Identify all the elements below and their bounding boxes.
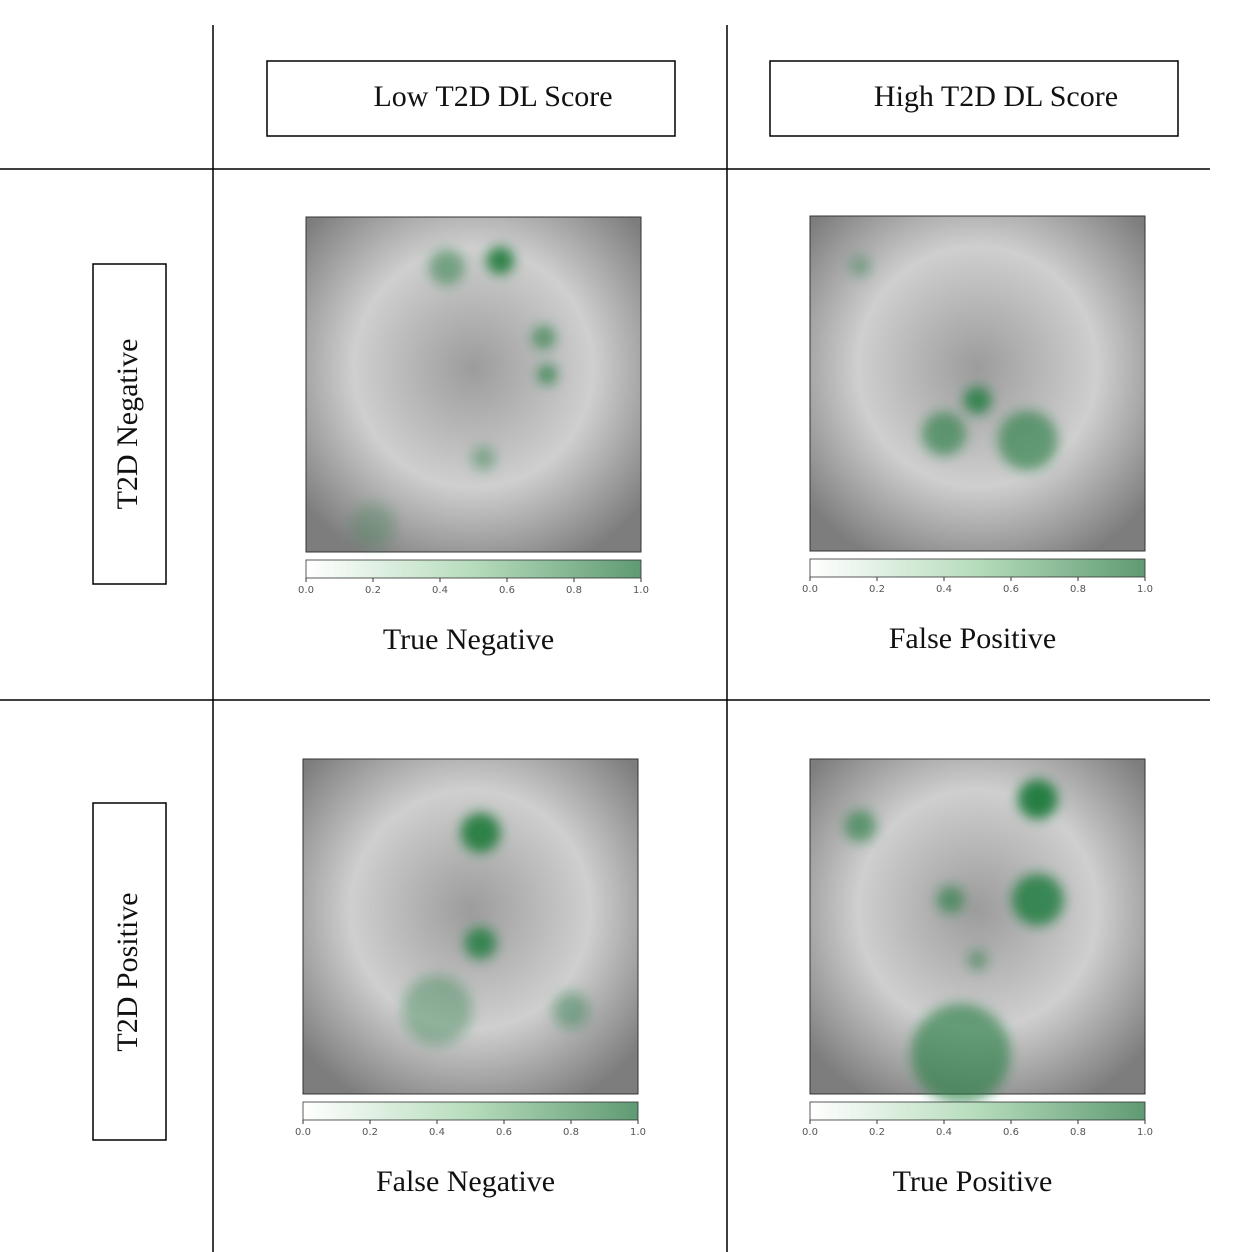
- colorbar: [809, 558, 1146, 578]
- colorbar-tick-label: 0.4: [429, 1127, 445, 1138]
- colorbar-tick-label: 0.2: [362, 1127, 378, 1138]
- colorbar: [302, 1101, 639, 1121]
- heat-blob: [1017, 779, 1058, 820]
- heat-blob: [471, 446, 496, 471]
- row-header-box: [92, 802, 167, 1141]
- cell-caption: False Negative: [376, 1165, 555, 1198]
- xray-image: [305, 216, 642, 553]
- colorbar-tick-label: 0.4: [936, 1127, 952, 1138]
- heatmap: [850, 256, 1058, 471]
- heat-blob: [1011, 873, 1064, 926]
- colorbar-tick-label: 0.8: [566, 585, 582, 596]
- heat-blob: [967, 950, 988, 970]
- heat-blob: [531, 325, 556, 350]
- colorbar-tick-label: 0.0: [298, 585, 314, 596]
- row-header: T2D Negative: [111, 339, 144, 510]
- heatmap: [844, 779, 1064, 1104]
- heat-blob: [402, 975, 472, 1046]
- colorbar-tick-label: 0.0: [802, 584, 818, 595]
- cell-caption: False Positive: [889, 622, 1057, 655]
- colorbar-tick-label: 0.2: [869, 584, 885, 595]
- colorbar-tick-label: 0.6: [1003, 1127, 1019, 1138]
- heat-blob: [464, 927, 497, 960]
- colorbar-tick-label: 1.0: [633, 585, 649, 596]
- colorbar-tick-label: 0.6: [496, 1127, 512, 1138]
- heat-blob: [963, 386, 992, 415]
- colorbar-tick-label: 0.2: [365, 585, 381, 596]
- cell-caption: True Negative: [383, 623, 554, 656]
- colorbar-tick-label: 0.8: [1070, 584, 1086, 595]
- colorbar-tick-label: 0.2: [869, 1127, 885, 1138]
- colorbar-tick-label: 0.8: [563, 1127, 579, 1138]
- heat-blob: [553, 992, 589, 1029]
- xray-image: [302, 758, 639, 1095]
- row-header-box: [92, 263, 167, 585]
- colorbar-tick-label: 0.8: [1070, 1127, 1086, 1138]
- column-header: Low T2D DL Score: [373, 80, 612, 113]
- grid-lines: [0, 25, 1210, 1252]
- cell-caption: True Positive: [893, 1165, 1053, 1198]
- colorbar: [305, 559, 642, 579]
- heat-blob: [850, 256, 871, 277]
- heat-blob: [922, 411, 966, 456]
- heatmap: [351, 246, 558, 548]
- heat-blob: [936, 885, 965, 914]
- colorbar-tick-label: 1.0: [1137, 584, 1153, 595]
- colorbar: [809, 1101, 1146, 1121]
- heat-blob: [486, 246, 515, 275]
- colorbar-tick-label: 0.0: [802, 1127, 818, 1138]
- colorbar-tick-label: 1.0: [630, 1127, 646, 1138]
- colorbar-tick-label: 0.6: [499, 585, 515, 596]
- heatmap: [402, 812, 589, 1046]
- colorbar-tick-label: 1.0: [1137, 1127, 1153, 1138]
- heat-blob: [537, 364, 558, 385]
- colorbar-tick-label: 0.6: [1003, 584, 1019, 595]
- colorbar-tick-label: 0.4: [936, 584, 952, 595]
- row-header: T2D Positive: [111, 892, 144, 1051]
- colorbar-tick-label: 0.0: [295, 1127, 311, 1138]
- heat-blob: [997, 410, 1058, 471]
- heat-blob: [910, 1003, 1011, 1104]
- header-box: [266, 60, 676, 137]
- column-header: High T2D DL Score: [874, 80, 1118, 113]
- heat-blob: [844, 810, 877, 842]
- header-box: [769, 60, 1179, 137]
- colorbar-tick-label: 0.4: [432, 585, 448, 596]
- heat-blob: [460, 812, 501, 853]
- heat-blob: [351, 503, 395, 548]
- heat-blob: [428, 249, 465, 286]
